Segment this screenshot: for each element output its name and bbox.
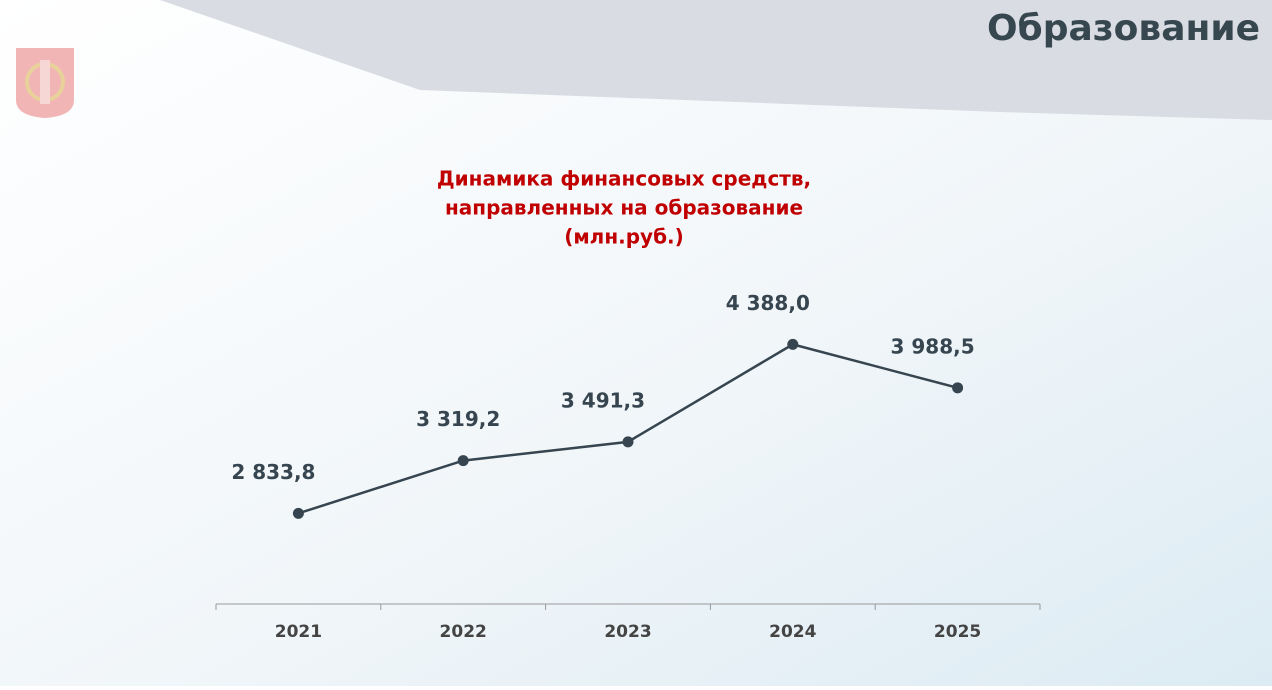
data-point: [457, 455, 469, 467]
chart-title: Динамика финансовых средств, направленных…: [437, 167, 811, 249]
x-tick-label: 2025: [934, 622, 981, 642]
data-point: [622, 436, 634, 448]
data-point: [952, 382, 964, 394]
chart-title-line: направленных на образование: [445, 196, 803, 220]
x-tick-label: 2024: [769, 622, 816, 642]
data-label: 2 833,8: [231, 460, 315, 484]
x-tick-label: 2021: [275, 622, 322, 642]
logo: [16, 48, 74, 118]
plot: 2021 2022 2023 2024 2025 2 833,8 3 319,2 3 491,…: [215, 291, 1041, 642]
data-label: 3 988,5: [891, 334, 975, 358]
chart-title-line: (млн.руб.): [564, 225, 684, 249]
data-label: 4 388,0: [726, 291, 810, 315]
data-point: [787, 338, 799, 350]
data-label: 3 491,3: [561, 388, 645, 412]
data-label: 3 319,2: [416, 407, 500, 431]
chart-title-line: Динамика финансовых средств,: [437, 167, 811, 191]
page-heading: Образование: [987, 8, 1260, 49]
header-band: [160, 0, 1272, 120]
x-tick-label: 2023: [604, 622, 651, 642]
data-point: [292, 507, 304, 519]
x-tick-label: 2022: [440, 622, 487, 642]
